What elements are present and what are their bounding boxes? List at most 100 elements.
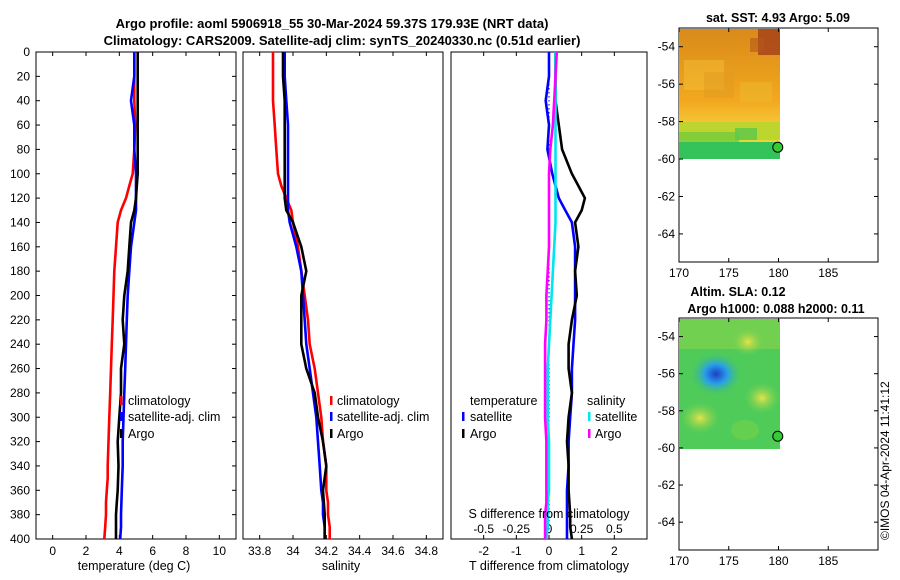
sla-argo-marker [772, 430, 784, 442]
legend-label-s-argo: Argo [595, 427, 621, 441]
depth-tick-label: 180 [10, 264, 30, 278]
x-tick-label: 34.2 [315, 544, 339, 558]
depth-tick-label: 0 [23, 45, 30, 59]
series-line-salinity-argo [543, 52, 559, 539]
legend-swatch-satellite [330, 412, 333, 421]
depth-tick-label: 220 [10, 313, 30, 327]
salinity-lines [271, 52, 332, 539]
depth-tick-label: 340 [10, 459, 30, 473]
legend-label-satellite: satellite-adj. clim [337, 410, 429, 424]
series-line-argo [281, 52, 328, 539]
s-tick-label: 0 [546, 522, 553, 536]
s-tick-label: -0.5 [473, 522, 494, 536]
x-tick-label: 34 [286, 544, 300, 558]
legend-swatch-argo [120, 429, 123, 438]
sst-field [679, 29, 780, 159]
sla-map-title-line2: Argo h1000: 0.088 h2000: 0.11 [687, 302, 864, 316]
temperature-legend: climatology satellite-adj. clim Argo [120, 394, 220, 441]
depth-tick-label: 240 [10, 337, 30, 351]
salinity-difference-ticks: -0.5 -0.25 0 0.25 0.5 [473, 522, 623, 536]
x-tick-label: 4 [116, 544, 123, 558]
legend-title-temperature: temperature [470, 394, 537, 408]
series-line-satellite-adj-clim [283, 52, 327, 539]
map-x-tick-label: 175 [719, 554, 739, 568]
sla-map-title-line1: Altim. SLA: 0.12 [690, 285, 785, 299]
salinity-axes-box [242, 51, 444, 540]
legend-label-satellite: satellite-adj. clim [128, 410, 220, 424]
depth-tick-label: 100 [10, 167, 30, 181]
map-x-tick-label: 170 [669, 554, 689, 568]
s-tick-label: 0.5 [606, 522, 623, 536]
series-line-satellite-adj-clim [118, 52, 138, 539]
depth-tick-label: 80 [17, 142, 31, 156]
legend-label-s-satellite: satellite [595, 410, 637, 424]
figure-title-line2: Climatology: CARS2009. Satellite-adj cli… [104, 33, 581, 48]
map-y-tick-label: -54 [658, 40, 676, 54]
x-tick-label: 34.4 [348, 544, 372, 558]
map-y-tick-label: -56 [658, 367, 676, 381]
legend-swatch-s-satellite [588, 412, 591, 421]
map-y-tick-label: -64 [658, 515, 676, 529]
salinity-x-ticks: 33.8 34 34.2 34.4 34.6 34.8 [248, 52, 438, 558]
temperature-lines [103, 52, 139, 539]
x-tick-label: 6 [149, 544, 156, 558]
map-y-tick-label: -62 [658, 478, 676, 492]
legend-label-argo: Argo [128, 427, 154, 441]
depth-tick-label: 20 [17, 69, 31, 83]
map-y-tick-label: -58 [658, 115, 676, 129]
series-line-climatology [271, 52, 332, 539]
map-x-tick-label: 180 [768, 554, 788, 568]
x-tick-label: -2 [478, 544, 489, 558]
legend-swatch-t-satellite [462, 412, 465, 421]
legend-label-argo: Argo [337, 427, 363, 441]
salinity-xlabel: salinity [322, 559, 361, 573]
legend-swatch-satellite [120, 412, 123, 421]
depth-tick-label: 400 [10, 532, 30, 546]
imos-caption: ©IMOS 04-Apr-2024 11:41:12 [878, 381, 892, 540]
map-y-tick-label: -58 [658, 404, 676, 418]
t-difference-label: T difference from climatology [469, 559, 630, 573]
x-tick-label: 10 [213, 544, 227, 558]
map-x-tick-label: 170 [669, 266, 689, 280]
legend-title-salinity: salinity [587, 394, 626, 408]
depth-tick-label: 380 [10, 508, 30, 522]
map-y-tick-label: -54 [658, 330, 676, 344]
map-x-tick-label: 185 [818, 266, 838, 280]
x-tick-label: 33.8 [248, 544, 272, 558]
s-tick-label: 0.25 [570, 522, 594, 536]
x-tick-label: 34.8 [415, 544, 439, 558]
sst-map: sat. SST: 4.93 Argo: 5.09 170 175 180 185 -5… [658, 11, 879, 280]
depth-tick-label: 280 [10, 386, 30, 400]
map-y-tick-label: -62 [658, 189, 676, 203]
x-tick-label: 2 [83, 544, 90, 558]
legend-label-climatology: climatology [128, 394, 191, 408]
depth-tick-label: 140 [10, 215, 30, 229]
difference-legend-temperature: temperature satellite Argo [462, 394, 537, 441]
difference-legend-salinity: salinity satellite Argo [587, 394, 637, 441]
series-line-salinity-satellite [545, 52, 557, 539]
depth-tick-label: 60 [17, 118, 31, 132]
map-y-tick-label: -64 [658, 227, 676, 241]
legend-swatch-climatology [330, 396, 333, 405]
depth-tick-label: 120 [10, 191, 30, 205]
difference-lines [543, 52, 587, 539]
legend-swatch-climatology [120, 396, 123, 405]
sst-map-title: sat. SST: 4.93 Argo: 5.09 [706, 11, 850, 25]
x-tick-label: 34.6 [381, 544, 405, 558]
depth-tick-label: 360 [10, 483, 30, 497]
depth-tick-label: 300 [10, 410, 30, 424]
sst-ticks: 170 175 180 185 -54 -56 -58 -60 -62 -64 [658, 28, 878, 280]
legend-swatch-argo [330, 429, 333, 438]
sla-map: Altim. SLA: 0.12 Argo h1000: 0.088 h2000… [658, 285, 879, 568]
difference-panel: -2 -1 0 1 2 -0.5 -0.25 0 0.25 0.5 S difference f… [450, 51, 648, 573]
map-x-tick-label: 185 [818, 554, 838, 568]
series-line-temperature-argo [554, 52, 587, 539]
x-tick-label: 0 [49, 544, 56, 558]
x-tick-label: 1 [578, 544, 585, 558]
depth-tick-label: 160 [10, 240, 30, 254]
depth-tick-label: 200 [10, 289, 30, 303]
map-x-tick-label: 180 [768, 266, 788, 280]
x-tick-label: 0 [546, 544, 553, 558]
legend-swatch-t-argo [462, 429, 465, 438]
map-y-tick-label: -56 [658, 77, 676, 91]
